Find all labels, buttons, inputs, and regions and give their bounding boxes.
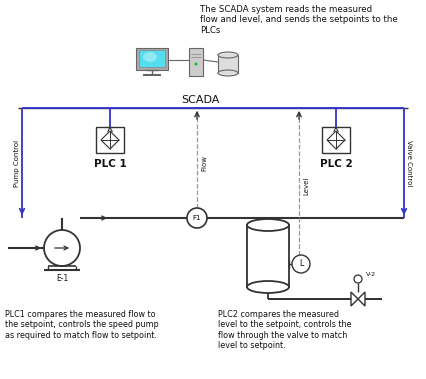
- Circle shape: [292, 255, 310, 273]
- Circle shape: [187, 208, 207, 228]
- Circle shape: [354, 275, 362, 283]
- Ellipse shape: [218, 70, 238, 76]
- FancyBboxPatch shape: [139, 50, 165, 67]
- Text: Valve Control: Valve Control: [406, 140, 412, 186]
- Circle shape: [44, 230, 80, 266]
- Text: The SCADA system reads the measured
flow and level, and sends the setpoints to t: The SCADA system reads the measured flow…: [200, 5, 398, 35]
- Text: Pump Control: Pump Control: [14, 139, 20, 186]
- Text: Flow: Flow: [201, 155, 207, 171]
- FancyBboxPatch shape: [136, 48, 168, 70]
- Text: V-2: V-2: [366, 272, 376, 277]
- Bar: [96, 127, 124, 153]
- Bar: [218, 55, 238, 73]
- Bar: [247, 225, 289, 287]
- Ellipse shape: [247, 219, 289, 231]
- Text: PLC 1: PLC 1: [94, 159, 127, 169]
- Bar: [322, 127, 350, 153]
- Circle shape: [195, 63, 198, 66]
- Text: F1: F1: [193, 215, 201, 221]
- Ellipse shape: [218, 52, 238, 58]
- Text: SCADA: SCADA: [181, 95, 219, 105]
- Polygon shape: [351, 292, 358, 306]
- Text: PLC1 compares the measured flow to
the setpoint, controls the speed pump
as requ: PLC1 compares the measured flow to the s…: [5, 310, 159, 340]
- Text: PLC2 compares the measured
level to the setpoint, controls the
flow through the : PLC2 compares the measured level to the …: [218, 310, 351, 350]
- Text: L: L: [299, 260, 303, 268]
- Text: PLC 2: PLC 2: [320, 159, 352, 169]
- Ellipse shape: [247, 281, 289, 293]
- Ellipse shape: [143, 52, 157, 62]
- Polygon shape: [358, 292, 365, 306]
- Bar: [189, 48, 203, 76]
- Text: E-1: E-1: [56, 274, 68, 283]
- Text: Level: Level: [303, 177, 309, 195]
